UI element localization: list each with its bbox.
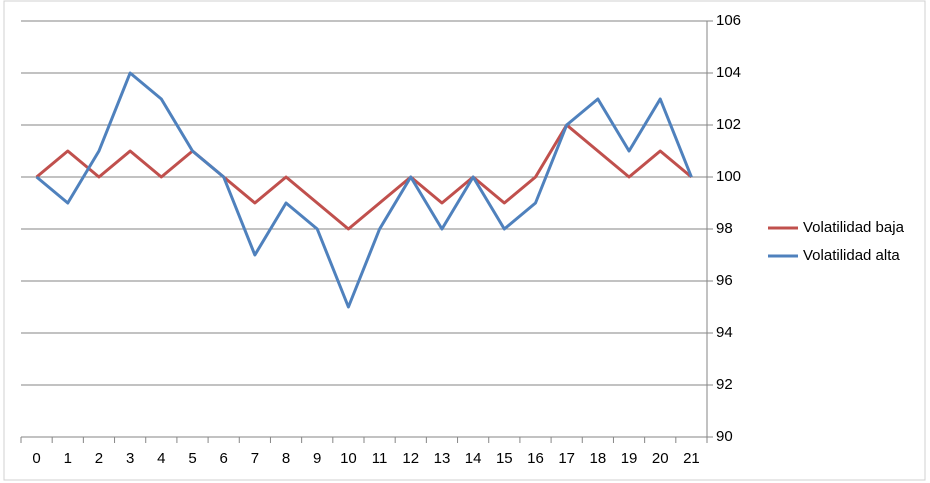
y-tick-label: 92	[716, 376, 733, 393]
x-tick-label: 16	[527, 450, 544, 467]
x-tick-label: 7	[251, 450, 259, 467]
y-tick-label: 104	[716, 64, 741, 81]
legend-label: Volatilidad alta	[803, 247, 900, 264]
x-tick-label: 10	[340, 450, 357, 467]
x-tick-label: 14	[465, 450, 482, 467]
y-tick-label: 94	[716, 324, 733, 341]
x-tick-label: 0	[32, 450, 40, 467]
x-tick-label: 3	[126, 450, 134, 467]
y-tick-label: 102	[716, 116, 741, 133]
x-tick-label: 11	[372, 450, 388, 467]
x-tick-label: 5	[188, 450, 196, 467]
x-tick-label: 17	[558, 450, 575, 467]
chart-area	[3, 0, 926, 481]
x-tick-label: 18	[590, 450, 607, 467]
x-tick-label: 15	[496, 450, 513, 467]
x-tick-label: 6	[220, 450, 228, 467]
x-tick-label: 8	[282, 450, 290, 467]
x-tick-label: 2	[95, 450, 103, 467]
y-tick-label: 106	[716, 12, 741, 29]
x-tick-label: 1	[64, 450, 72, 467]
x-tick-label: 13	[434, 450, 451, 467]
x-tick-label: 21	[683, 450, 700, 467]
y-tick-label: 98	[716, 220, 733, 237]
series-line	[35, 123, 693, 231]
legend-label: Volatilidad baja	[803, 219, 905, 236]
x-tick-label: 12	[402, 450, 419, 467]
x-tick-label: 19	[621, 450, 638, 467]
x-tick-label: 20	[652, 450, 669, 467]
y-tick-label: 90	[716, 428, 733, 445]
y-tick-label: 100	[716, 168, 741, 185]
x-tick-label: 9	[313, 450, 321, 467]
series-line	[35, 71, 693, 309]
x-tick-label: 4	[157, 450, 165, 467]
y-tick-label: 96	[716, 272, 733, 289]
